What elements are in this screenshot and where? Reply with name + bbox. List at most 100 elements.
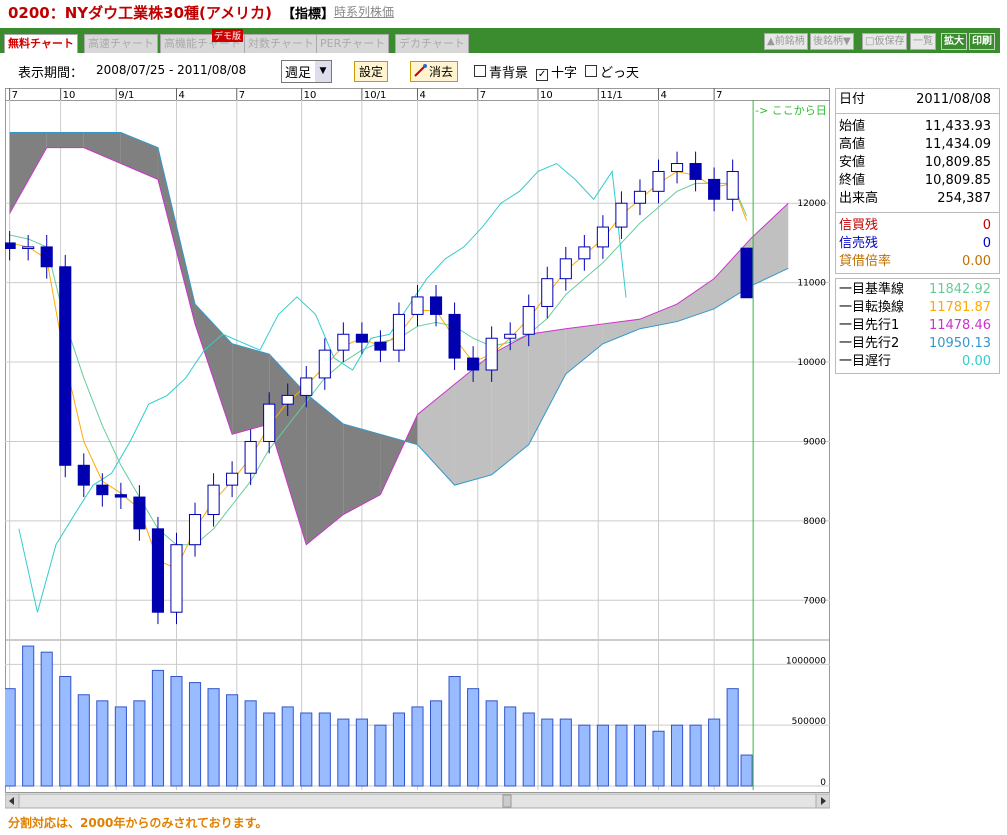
volume-bar xyxy=(392,712,406,787)
panel-label: 信売残 xyxy=(839,236,879,251)
period: 2008/07/25 - 2011/08/08 xyxy=(96,63,247,77)
volume-bar xyxy=(133,700,146,787)
panel-row: 信買残 0 xyxy=(836,217,999,235)
y2-tick-label: 0 xyxy=(820,778,826,788)
legend-value: 11781.87 xyxy=(928,300,991,315)
y2-tick-label: 500000 xyxy=(792,717,827,727)
set-button[interactable]: 設定 xyxy=(354,61,389,82)
nav-button[interactable]: 一覧 xyxy=(910,33,936,50)
volume-bar xyxy=(96,700,109,787)
legend-value: 0.00 xyxy=(962,354,991,369)
x-tick-label: 4 xyxy=(661,90,667,101)
volume-bar xyxy=(170,676,183,787)
tab[interactable]: PERチャート xyxy=(316,34,390,53)
volume-bar xyxy=(578,724,591,787)
candle-body xyxy=(244,440,257,474)
volume-bar xyxy=(541,718,554,787)
x-tick-label: 4 xyxy=(420,90,426,101)
now-line-label: -> ここから日 xyxy=(755,104,827,117)
volume-bar xyxy=(337,718,350,787)
volume-bar xyxy=(652,730,665,787)
panel-label: 信買残 xyxy=(839,218,879,233)
page-title: 0200：NYダウ工業株30種(アメリカ) xyxy=(8,4,272,22)
nav-button[interactable]: 拡大 xyxy=(941,33,967,50)
candle-body xyxy=(467,357,480,371)
legend-name: 一目遅行 xyxy=(839,354,892,369)
volume-bar xyxy=(151,669,165,787)
candle-body xyxy=(355,333,368,343)
indicator[interactable]: 【指標】 xyxy=(282,7,335,22)
nav-button[interactable]: ▲前銘柄 xyxy=(764,33,808,50)
candle-body xyxy=(5,242,16,250)
volume-bar xyxy=(411,706,424,787)
scroll-thumb[interactable] xyxy=(502,794,512,808)
panel-value: 2011/08/08 xyxy=(916,92,991,107)
indicator-line xyxy=(18,162,627,613)
nav-button[interactable]: □仮保存 xyxy=(862,33,908,50)
y-tick-label: 12000 xyxy=(797,199,826,209)
x-tick-label: 4 xyxy=(178,90,184,101)
candle-body xyxy=(392,313,406,351)
x-tick-label: 7 xyxy=(12,90,18,101)
link[interactable]: 時系列株価 xyxy=(334,5,395,19)
panel-row: 安値 10,809.85 xyxy=(836,154,999,172)
cloud xyxy=(9,132,47,214)
candle-body xyxy=(59,266,72,466)
volume-bar xyxy=(300,712,313,787)
volume-bar xyxy=(5,688,16,787)
tab[interactable]: 無料チャート xyxy=(4,34,78,53)
checkbox[interactable] xyxy=(474,65,486,77)
panel-label: 安値 xyxy=(839,155,866,170)
y2-tick-label: 1000000 xyxy=(786,656,826,666)
panel-row: 日付 2011/08/08 xyxy=(836,91,999,109)
legend-value: 10950.13 xyxy=(928,336,991,351)
panel-row: 貸借倍率 0.00 xyxy=(836,253,999,271)
tab[interactable]: 高速チャート xyxy=(84,34,158,53)
panel-value: 0 xyxy=(982,218,991,233)
checkbox[interactable]: ✓ xyxy=(536,69,549,81)
indicator-line xyxy=(9,132,789,486)
nav-button[interactable]: 後銘柄▼ xyxy=(810,33,854,50)
cloud xyxy=(306,393,344,545)
volume-bar xyxy=(670,724,684,787)
badge: デモ版 xyxy=(212,29,244,42)
tab[interactable]: デカチャート xyxy=(395,34,469,53)
toolbar: 表示期間： 2008/07/25 - 2011/08/08 週足 ▼ 設定 消去 … xyxy=(0,58,830,84)
volume-bar xyxy=(188,682,202,787)
candle-body xyxy=(726,170,739,200)
candle-body xyxy=(188,514,202,546)
x-tick-label: 10 xyxy=(63,90,76,101)
nav-button[interactable]: 印刷 xyxy=(969,33,995,50)
x-tick-label: 7 xyxy=(239,90,245,101)
cloud xyxy=(639,304,678,329)
candle-body xyxy=(541,278,554,307)
candle-body xyxy=(411,296,424,315)
interval-select[interactable]: 週足 ▼ xyxy=(281,60,333,83)
checkbox-label: どっ天 xyxy=(600,66,640,81)
checkbox-item[interactable]: どっ天 xyxy=(585,65,640,81)
candle-body xyxy=(263,403,276,442)
cloud xyxy=(528,328,566,445)
clear-button[interactable]: 消去 xyxy=(410,61,459,82)
candle-body xyxy=(207,484,220,516)
volume-bar xyxy=(355,718,368,787)
volume-bar xyxy=(263,712,276,787)
candle-body xyxy=(652,170,665,192)
volume-bar xyxy=(114,706,127,787)
scrollbar[interactable] xyxy=(5,793,830,809)
cloud xyxy=(269,354,307,545)
checkbox-item[interactable]: 青背景 xyxy=(474,65,528,81)
volume-bar xyxy=(467,688,480,787)
candle-body xyxy=(448,313,461,359)
checkbox-item[interactable]: ✓ 十字 xyxy=(536,66,577,81)
separator xyxy=(836,113,999,114)
tab[interactable]: 対数チャート xyxy=(244,34,318,53)
volume-bar xyxy=(318,712,331,787)
panel-value: 254,387 xyxy=(937,191,991,206)
checkbox[interactable] xyxy=(585,65,598,77)
panel-value: 10,809.85 xyxy=(924,173,991,188)
candle-body xyxy=(374,341,387,351)
panel-label: 貸借倍率 xyxy=(839,254,892,269)
volume-bar xyxy=(207,688,220,787)
